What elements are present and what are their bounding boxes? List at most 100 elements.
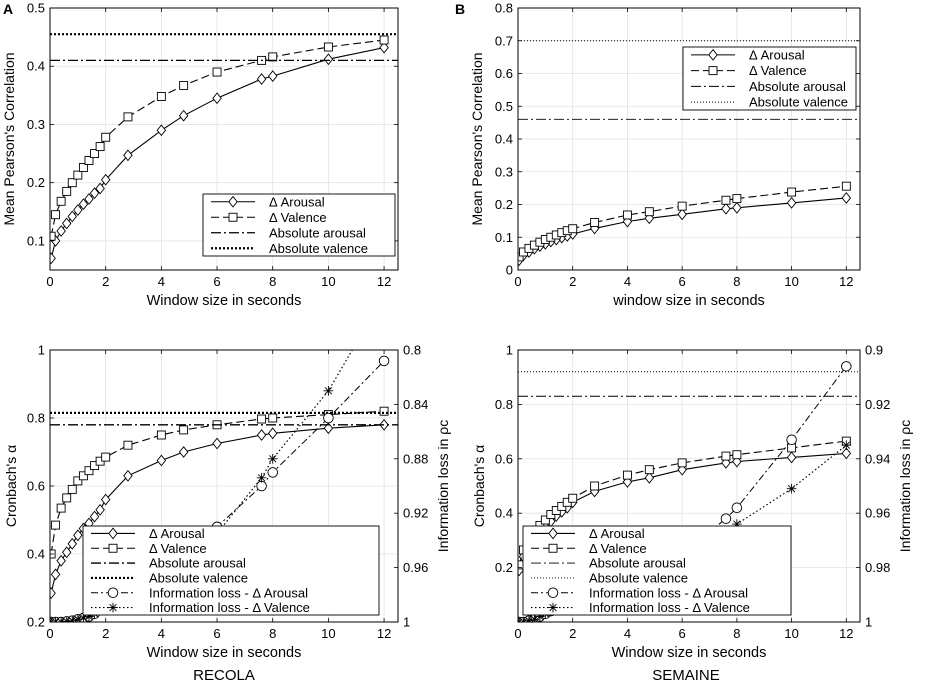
panel-d-series-info-arousal-point — [841, 361, 852, 372]
panel-b-xtick-label: 6 — [679, 274, 686, 289]
panel-b-ytick-label: 0.8 — [495, 1, 513, 16]
panel-c-series-valence-point — [101, 452, 111, 462]
panel-a-series-valence-point — [123, 112, 133, 122]
panel-b-series-arousal-point — [732, 201, 742, 214]
panel-d-xtick-label: 6 — [679, 626, 686, 641]
panel-c-legend-label: Δ Valence — [149, 541, 207, 556]
panel-a-ytick-label: 0.2 — [27, 175, 45, 190]
panel-a-ytick-label: 0.1 — [27, 233, 45, 248]
panel-d-legend-marker — [547, 587, 559, 599]
panel-b-legend-label: Δ Valence — [749, 63, 807, 78]
panel-c-legend-label: Absolute valence — [149, 570, 248, 585]
panel-b-series-valence-point — [721, 195, 731, 205]
panel-c-ylabel: Cronbach's α — [3, 445, 19, 527]
panel-c-series-arousal-point — [156, 454, 167, 467]
panel-a-ytick-label: 0.4 — [27, 59, 45, 74]
panel-c-ytick-label: 0.4 — [27, 547, 45, 562]
panel-c-series-arousal-point — [50, 587, 56, 600]
panel-d-series-valence-point — [644, 465, 654, 475]
panel-d-ytick-label-right: 0.98 — [865, 560, 890, 575]
panel-c-series-arousal-point — [67, 537, 78, 550]
panel-b-ytick-label: 0.3 — [495, 164, 513, 179]
panel-a-series-arousal-point — [78, 198, 89, 211]
panel-a-series-arousal-point — [67, 210, 78, 223]
panel-a-series-valence-point — [156, 92, 166, 101]
panel-b-series-valence-point — [590, 218, 600, 227]
panel-c-legend-label: Absolute arousal — [149, 556, 246, 571]
panel-letter-b: B — [455, 1, 465, 17]
panel-d-series-valence-point — [568, 493, 578, 503]
panel-b-series-group — [518, 40, 860, 267]
panel-c-series-info-valence-point — [256, 473, 267, 483]
panel-a-series-valence-point — [101, 132, 111, 142]
panel-c-series-valence-point — [67, 484, 77, 494]
panel-c-series-arousal-point — [178, 446, 189, 458]
panel-a-series-valence-point — [56, 196, 66, 206]
panel-d-series-info-valence-point — [786, 483, 797, 494]
panel-d-series-valence-point — [787, 443, 797, 453]
panel-d-legend-label: Information loss - Δ Valence — [589, 600, 750, 615]
panel-b-series-valence-point — [622, 210, 632, 220]
panel-a-xtick-label: 2 — [102, 274, 109, 289]
panel-b-ytick-label: 0 — [506, 263, 513, 278]
panel-a-xtick-label: 4 — [158, 274, 165, 289]
dataset-label-recola: RECOLA — [193, 667, 255, 684]
panel-a-series-valence-point — [84, 156, 94, 165]
panel-b-series-arousal-point — [677, 208, 687, 221]
panel-a-legend-marker — [228, 212, 238, 222]
panel-b-series-valence-point — [644, 207, 654, 217]
panel-a-ytick-label: 0.3 — [27, 117, 45, 132]
panel-d-frame — [517, 349, 861, 623]
panel-a-series-arousal-point — [95, 182, 105, 195]
panel-c-series-arousal-point — [267, 427, 278, 440]
panel-c-legend-label: Δ Arousal — [149, 526, 205, 541]
panel-c-legend-label: Information loss - Δ Valence — [149, 600, 310, 615]
panel-b-series-arousal-point — [786, 196, 797, 209]
panel-c-series-valence-point — [51, 520, 61, 530]
panel-a-ytick-label: 0.5 — [27, 1, 45, 16]
panel-d-legend-marker — [548, 543, 558, 553]
panel-a-series-valence-point — [95, 142, 105, 152]
panel-a-series-arousal-point — [123, 149, 133, 162]
panel-d-xtick-label: 10 — [784, 626, 798, 641]
panel-d-ytick-label-right: 0.9 — [865, 343, 883, 358]
panel-c-series-valence-point — [84, 466, 94, 476]
panel-c-series-valence-point — [56, 503, 66, 513]
panel-c-ytick-label: 0.6 — [27, 479, 45, 494]
panel-b-series-valence-point — [841, 181, 851, 191]
panel-b-xtick-label: 8 — [733, 274, 740, 289]
panel-a-series-group — [50, 33, 398, 265]
panel-b-legend-marker — [708, 66, 718, 76]
panel-d-series-valence-point — [590, 481, 600, 491]
panel-a-series-arousal-point — [73, 204, 83, 216]
panel-c-ytick-label-right: 0.92 — [403, 506, 428, 521]
panel-d-series-info-valence-point — [535, 611, 545, 622]
panel-a-legend-marker — [228, 195, 238, 208]
panel-c-series-arousal-point — [56, 554, 66, 567]
panel-a-xtick-label: 8 — [269, 274, 276, 289]
panel-b-legend-marker — [708, 48, 718, 61]
panel-d-legend-label: Absolute valence — [589, 570, 688, 585]
panel-a-xlabel: Window size in seconds — [147, 293, 302, 309]
panel-c-ytick-label: 0.2 — [27, 615, 45, 630]
panel-d-series-info-valence-point — [732, 519, 742, 529]
panel-c-series-info-valence-point — [67, 615, 78, 622]
panel-c-legend-marker — [108, 527, 118, 540]
panel-d-legend-box — [522, 525, 792, 616]
panel-c-series-arousal-point — [212, 437, 222, 450]
panel-d-xlabel: Window size in seconds — [612, 645, 767, 661]
panel-d-series-arousal-point — [841, 447, 852, 460]
panel-c-series-arousal-point — [123, 469, 133, 482]
panel-c-ytick-label-right: 0.8 — [403, 343, 421, 358]
panel-c-series-info-valence-point — [78, 613, 89, 622]
panel-d-series-valence-point — [721, 451, 731, 461]
panel-d-series-arousal-point — [622, 475, 633, 488]
panel-c-series-info-valence-point — [267, 454, 278, 464]
panel-a-legend-label: Absolute valence — [269, 241, 368, 256]
panel-c-series-valence-point — [156, 430, 166, 440]
panel-b-xlabel: window size in seconds — [612, 293, 765, 309]
